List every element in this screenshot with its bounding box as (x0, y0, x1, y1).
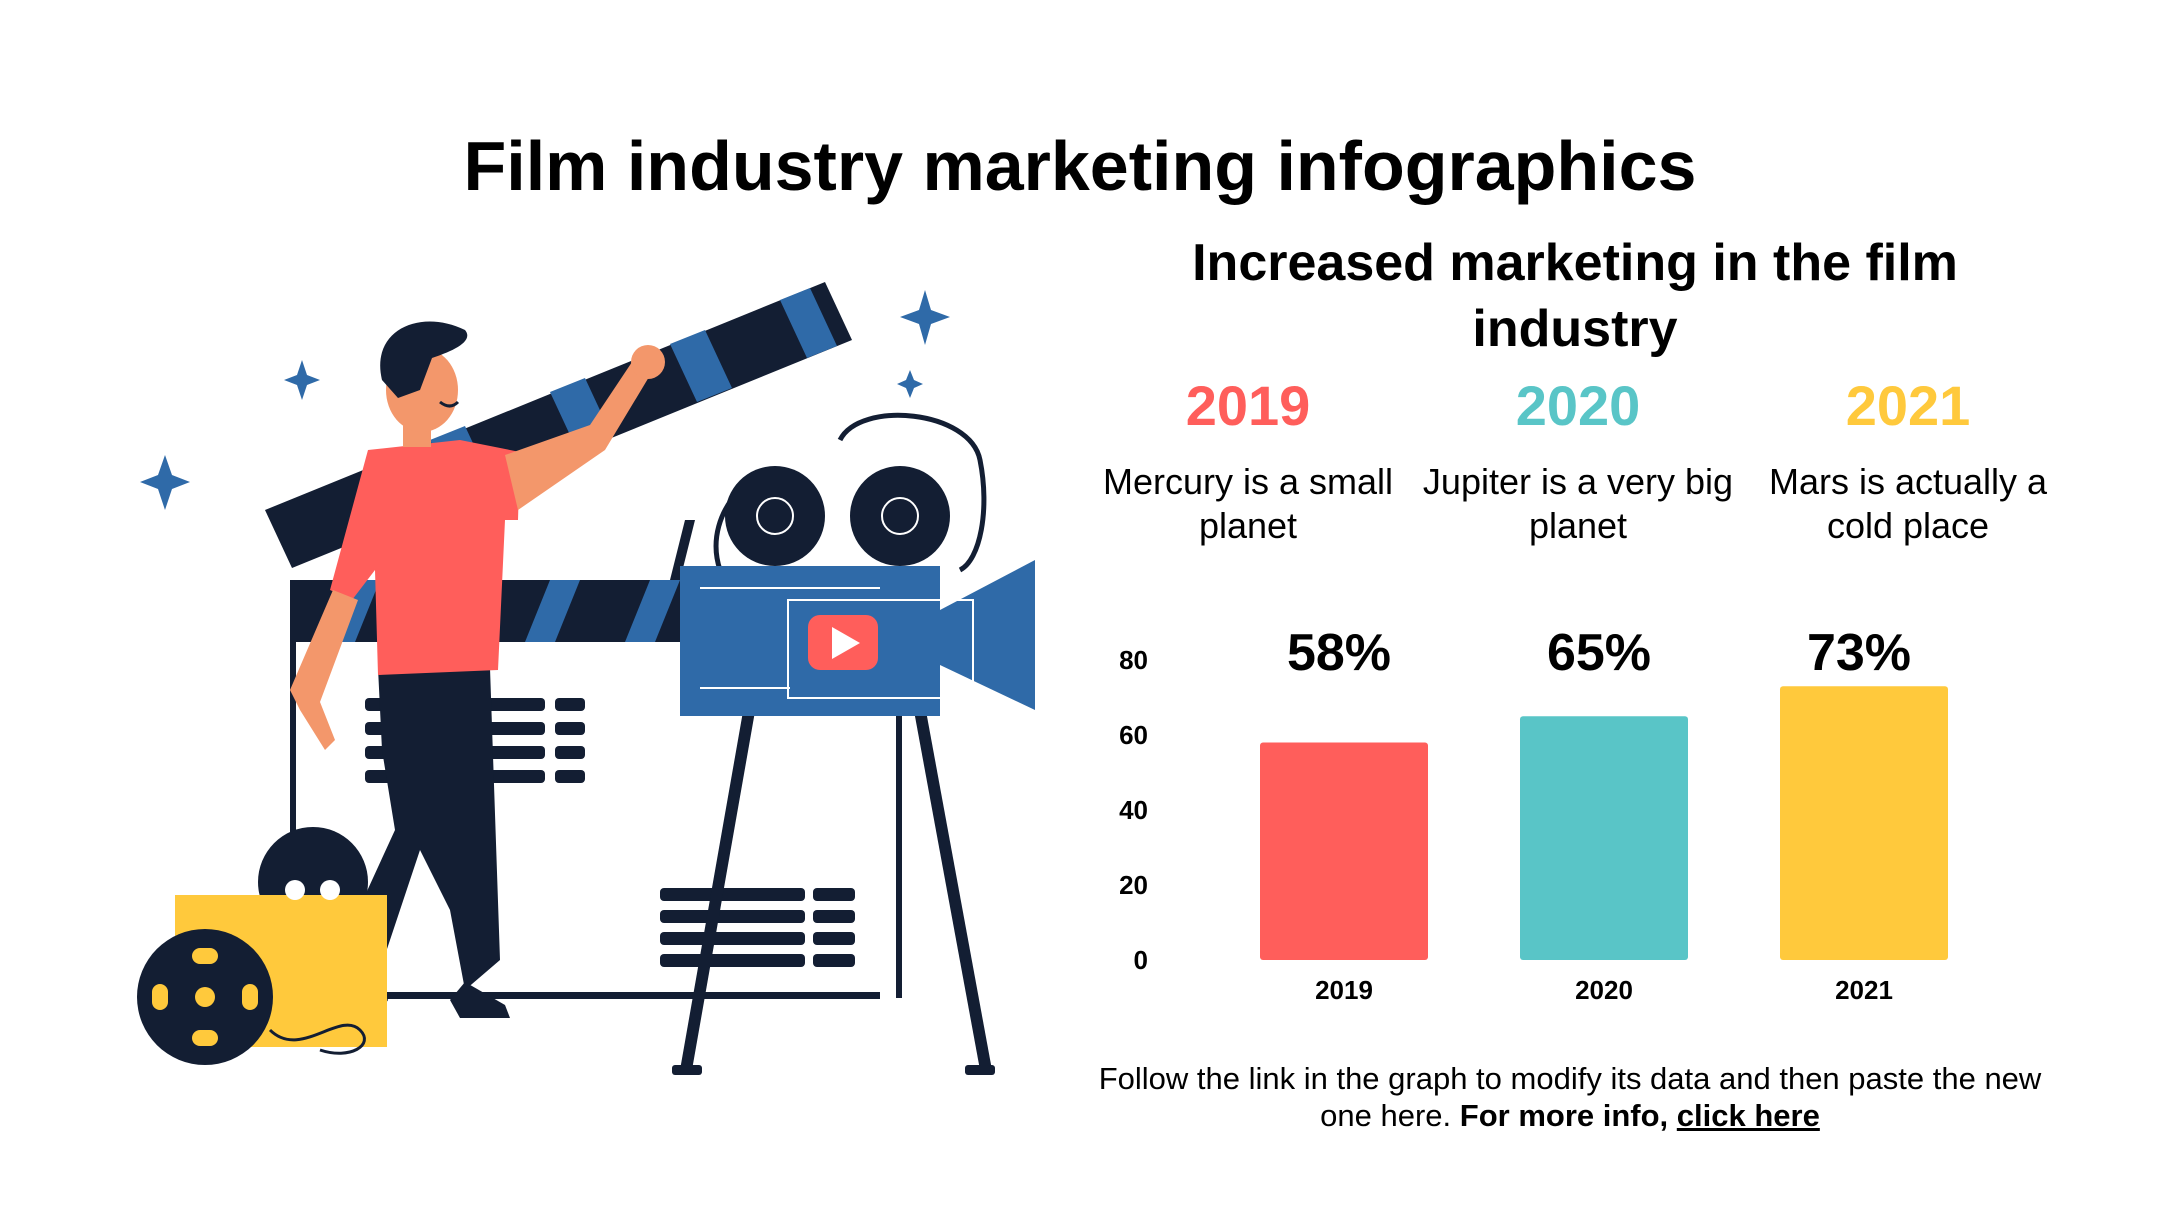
y-tick-label: 20 (1119, 870, 1148, 900)
sparkle-icon (284, 360, 320, 400)
chart-subtitle: Increased marketing in the film industry (1192, 234, 1958, 358)
more-info-link[interactable]: click here (1676, 1098, 1820, 1133)
filmmaker-illustration (137, 282, 1035, 1075)
data-label: 65% (1547, 624, 1651, 682)
year-description: Mercury is a small planet (1102, 461, 1394, 546)
y-tick-label: 80 (1119, 645, 1148, 675)
y-tick-label: 40 (1119, 795, 1148, 825)
data-label: 73% (1807, 624, 1911, 682)
sparkle-icon (897, 370, 923, 398)
year-column-2021: 2021 Mars is actually a cold place (1743, 374, 2073, 548)
year-description: Jupiter is a very big planet (1422, 461, 1734, 546)
year-label: 2021 (1845, 374, 1971, 437)
footer-note: Follow the link in the graph to modify i… (1090, 1060, 2050, 1134)
footer-bold: For more info, (1459, 1098, 1669, 1133)
sparkle-icon (900, 290, 950, 345)
year-column-2019: 2019 Mercury is a small planet (1083, 374, 1413, 548)
bar-chart[interactable]: 0 20 40 60 80 58% 2019 65% 2020 73% 2021 (1100, 610, 2000, 1020)
x-tick-label: 2021 (1835, 975, 1893, 1005)
y-tick-label: 0 (1134, 945, 1148, 975)
footer-text: Follow the link in the graph to modify i… (1098, 1061, 2042, 1133)
bar-2021 (1780, 686, 1948, 960)
year-label: 2020 (1515, 374, 1641, 437)
x-tick-label: 2019 (1315, 975, 1373, 1005)
bar-2020 (1520, 716, 1688, 960)
year-column-2020: 2020 Jupiter is a very big planet (1413, 374, 1743, 548)
y-tick-label: 60 (1119, 720, 1148, 750)
data-label: 58% (1287, 624, 1391, 682)
page-title: Film industry marketing infographics (463, 127, 1697, 205)
year-label: 2019 (1185, 374, 1311, 437)
bar-2019 (1260, 742, 1428, 960)
x-tick-label: 2020 (1575, 975, 1633, 1005)
sparkle-icon (140, 455, 190, 510)
year-description: Mars is actually a cold place (1768, 461, 2048, 546)
